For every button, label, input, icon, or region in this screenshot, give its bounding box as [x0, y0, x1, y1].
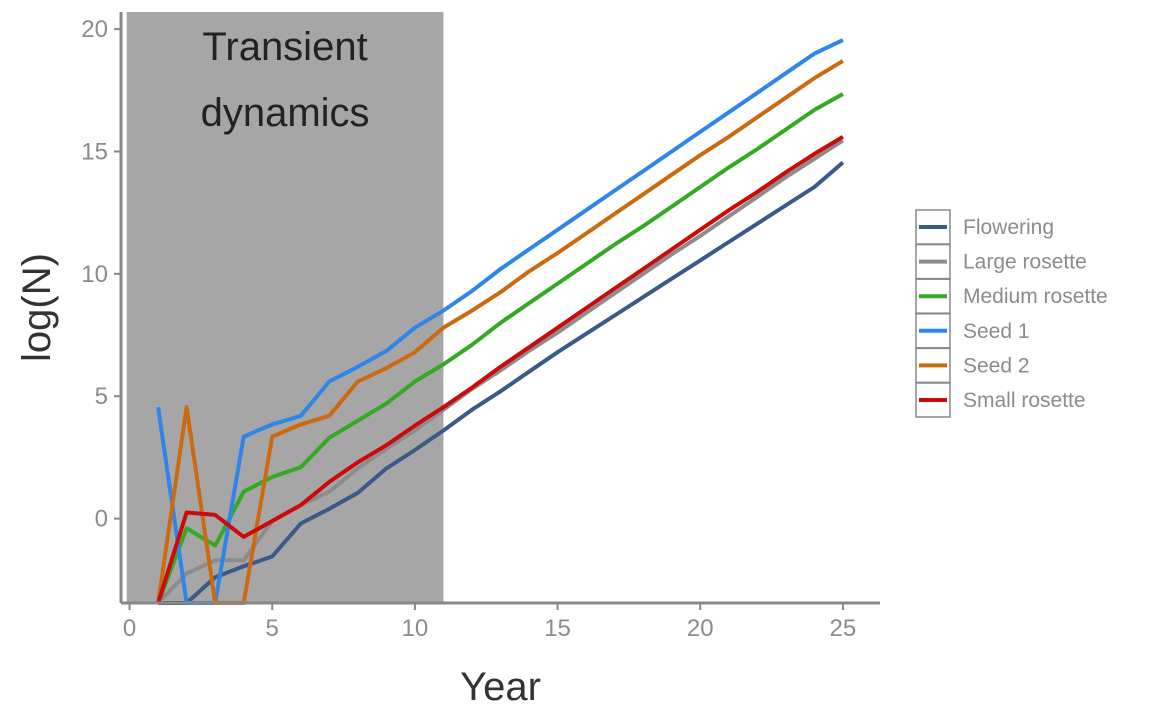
x-tick-label: 10	[402, 615, 429, 642]
legend: Flowering Large rosette Medium rosette Seed…	[915, 209, 1108, 418]
transient-shade	[126, 12, 444, 603]
y-tick-label: 0	[95, 506, 108, 533]
annotation-line-1: Transient	[202, 25, 367, 69]
legend-label-seed-1: Seed 1	[963, 320, 1030, 343]
x-ticks: 0 5 10 15 20 25	[123, 603, 856, 642]
legend-label-flowering: Flowering	[963, 216, 1054, 239]
annotation-line-2: dynamics	[201, 91, 370, 135]
x-tick-label: 20	[687, 615, 714, 642]
x-tick-label: 15	[544, 615, 571, 642]
y-ticks: 0 5 10 15 20	[81, 16, 121, 533]
x-axis-title: Year	[460, 665, 541, 709]
y-tick-label: 5	[95, 383, 108, 410]
legend-label-medium-rosette: Medium rosette	[963, 285, 1108, 308]
series-line-small-rosette	[156, 135, 844, 604]
x-tick-label: 5	[266, 615, 279, 642]
series-line-medium-rosette	[156, 92, 844, 604]
x-tick-label: 0	[123, 615, 136, 642]
axes: 0 5 10 15 20 25 0 5 10 15 20	[81, 12, 880, 642]
series-line-flowering	[158, 160, 845, 605]
x-tick-label: 25	[830, 615, 857, 642]
legend-label-large-rosette: Large rosette	[963, 251, 1087, 274]
series-line-seed-1	[156, 38, 844, 605]
y-tick-label: 10	[81, 261, 108, 288]
series-line-seed-2	[156, 59, 844, 605]
y-axis-title: log(N)	[15, 253, 59, 362]
transient-region: Transient dynamics	[126, 12, 444, 603]
legend-label-seed-2: Seed 2	[963, 354, 1030, 377]
series-lines	[156, 38, 845, 605]
y-tick-label: 20	[81, 16, 108, 43]
legend-label-small-rosette: Small rosette	[963, 389, 1086, 412]
y-tick-label: 15	[81, 138, 108, 165]
